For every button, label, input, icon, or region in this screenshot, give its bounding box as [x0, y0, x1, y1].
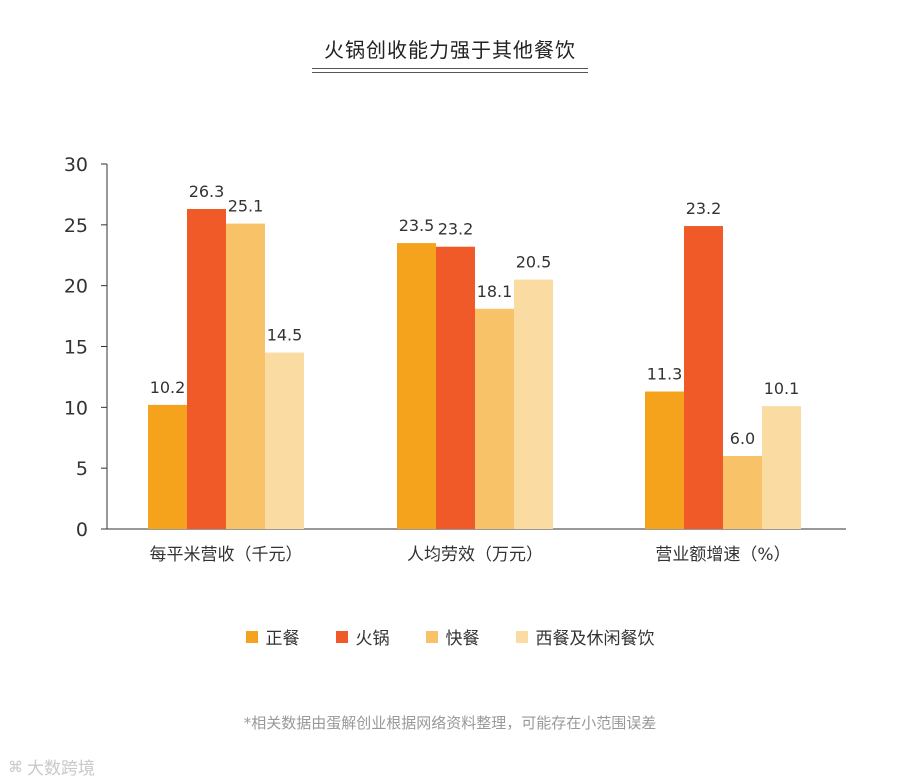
- bar-chart: 0 5 10 15 20 25 30 10.2 26.325.1 14.5 每平米营收（千元） 23.…: [64, 154, 846, 565]
- legend-label: 正餐: [265, 629, 300, 649]
- y-tick-label: 5: [76, 458, 88, 480]
- y-tick-label: 25: [64, 215, 88, 237]
- bar-西餐及休闲餐饮: [762, 406, 801, 529]
- legend-swatch: [335, 630, 348, 643]
- bar-火锅: [436, 246, 475, 529]
- category-label: 每平米营收（千元）: [150, 545, 303, 565]
- data-label: 10.1: [764, 379, 800, 398]
- y-tick-label: 20: [64, 276, 88, 298]
- data-label: 23.2: [438, 220, 474, 239]
- legend-item: 快餐: [425, 624, 480, 649]
- y-tick-label: 15: [64, 337, 88, 359]
- bar-正餐: [148, 404, 187, 529]
- legend-item: 火锅: [335, 624, 390, 649]
- data-label: 6.0: [730, 429, 755, 448]
- data-label: 10.2: [150, 378, 186, 397]
- bar-快餐: [723, 456, 762, 529]
- title-underline-second: [312, 72, 588, 73]
- bar-西餐及休闲餐饮: [265, 352, 304, 529]
- watermark: ⌘ 大数跨境: [8, 754, 95, 780]
- bar-西餐及休闲餐饮: [514, 279, 553, 529]
- bar-快餐: [475, 308, 514, 529]
- category-label: 营业额增速（%）: [655, 545, 790, 565]
- watermark-text: 大数跨境: [27, 759, 95, 779]
- legend-item: 正餐: [245, 624, 300, 649]
- chart-title: 火锅创收能力强于其他餐饮: [324, 38, 576, 62]
- data-label: 14.5: [267, 326, 303, 345]
- y-tick-label: 10: [64, 397, 88, 419]
- legend-label: 火锅: [355, 629, 390, 649]
- legend-swatch: [425, 630, 438, 643]
- legend-swatch: [245, 630, 258, 643]
- bar-正餐: [397, 243, 436, 530]
- data-label: 23.5: [399, 216, 435, 235]
- bar-快餐: [226, 223, 265, 529]
- bar-火锅: [684, 226, 723, 530]
- title-underline: [312, 68, 588, 69]
- bar-火锅: [187, 209, 226, 529]
- legend-item: 西餐及休闲餐饮: [515, 624, 655, 649]
- data-label: 23.2: [686, 199, 722, 218]
- y-tick-label: 0: [76, 519, 88, 541]
- bar-正餐: [645, 391, 684, 529]
- data-label: 25.1: [228, 197, 264, 216]
- category-label: 人均劳效（万元）: [407, 545, 543, 565]
- legend-swatch: [515, 630, 528, 643]
- data-label: 26.3: [189, 182, 225, 201]
- data-label: 20.5: [516, 253, 552, 272]
- legend-label: 快餐: [445, 629, 480, 649]
- data-label: 18.1: [477, 282, 513, 301]
- data-label: 11.3: [647, 365, 683, 384]
- watermark-logo-icon: ⌘: [8, 757, 23, 776]
- legend: 正餐 火锅 快餐 西餐及休闲餐饮: [0, 624, 900, 649]
- footnote: *相关数据由蛋解创业根据网络资料整理，可能存在小范围误差: [243, 714, 657, 732]
- y-tick-label: 30: [64, 154, 88, 176]
- legend-label: 西餐及休闲餐饮: [535, 629, 655, 649]
